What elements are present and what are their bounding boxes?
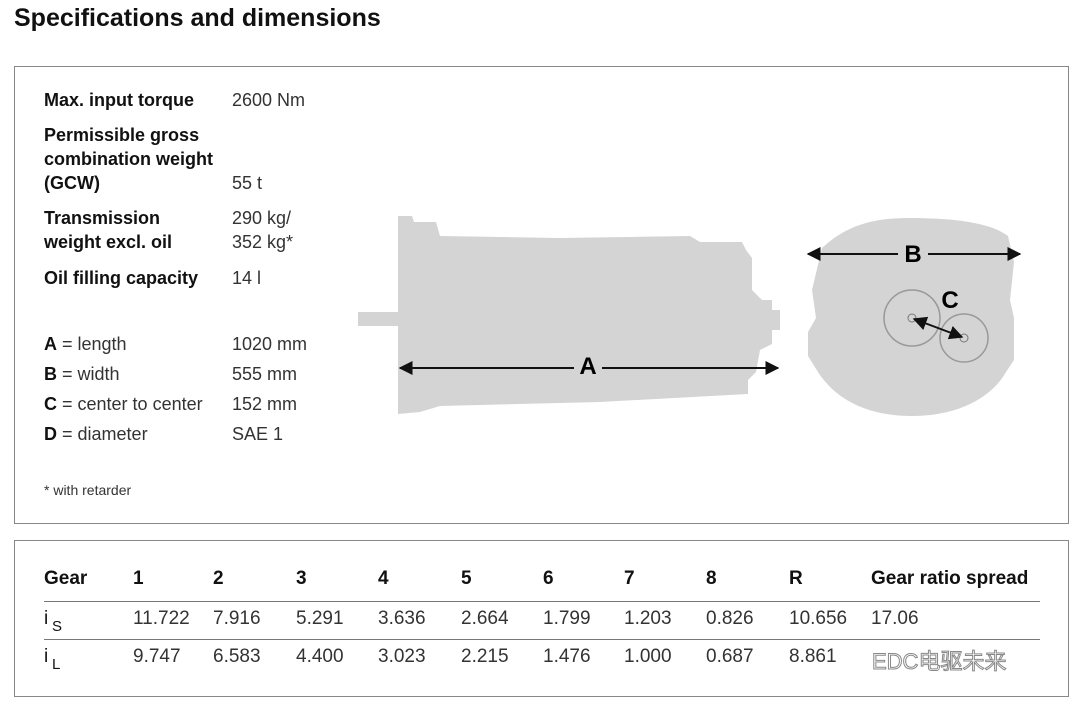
table-cell: 8.861 (789, 646, 837, 667)
width-label: B (904, 241, 921, 268)
row-symbol: i (44, 608, 49, 629)
dimension-text: = center to center (62, 394, 203, 414)
table-cell: 1.000 (624, 646, 672, 667)
table-cell: 9.747 (133, 646, 181, 667)
table-cell: 7.916 (213, 608, 261, 629)
spec-value: 352 kg* (232, 232, 294, 252)
table-cell: 2.664 (461, 608, 509, 629)
spec-label: weight excl. oil (44, 232, 173, 252)
row-symbol: i (44, 646, 49, 667)
table-header: 6 (543, 568, 554, 589)
table-header: 5 (461, 568, 472, 589)
row-subscript: L (52, 656, 61, 673)
table-header: R (789, 568, 803, 589)
spec-label: Max. input torque (44, 90, 194, 110)
spec-value: 2600 Nm (232, 90, 306, 110)
dimension-value: 555 mm (232, 364, 298, 384)
dimension-text: = diameter (62, 424, 148, 444)
dimension-value: SAE 1 (232, 424, 284, 444)
table-rule (44, 601, 1040, 602)
dimension-label: C = center to center (44, 392, 203, 416)
table-rule (44, 639, 1040, 640)
table-header: 4 (378, 568, 389, 589)
table-header: 1 (133, 568, 144, 589)
table-cell: 17.06 (871, 608, 919, 629)
length-label: A (579, 353, 596, 380)
dimension-label: D = diameter (44, 422, 148, 446)
table-header: Gear (44, 568, 88, 589)
table-cell: 0.826 (706, 608, 754, 629)
table-cell: 1.203 (624, 608, 672, 629)
side-view (358, 216, 780, 414)
table-header: 2 (213, 568, 224, 589)
table-cell: 5.291 (296, 608, 344, 629)
table-cell: 11.722 (133, 608, 190, 629)
table-header: Gear ratio spread (871, 568, 1029, 589)
spec-value: 55 t (232, 173, 263, 193)
spec-value: 14 l (232, 268, 262, 288)
dimension-value: 1020 mm (232, 334, 308, 354)
spec-label: Transmission (44, 208, 161, 228)
center-label: C (941, 287, 958, 314)
dimension-letter: C (44, 394, 57, 414)
table-cell: 2.215 (461, 646, 509, 667)
table-cell: 0.687 (706, 646, 754, 667)
table-cell: 4.400 (296, 646, 344, 667)
dimension-text: = length (62, 334, 127, 354)
table-cell: 1.476 (543, 646, 591, 667)
spec-label: Permissible gross (44, 125, 200, 145)
dimension-text: = width (62, 364, 120, 384)
table-box (14, 540, 1069, 697)
dimension-value: 152 mm (232, 394, 298, 414)
table-cell: 6.583 (213, 646, 261, 667)
spec-box (14, 66, 1069, 524)
dimension-letter: D (44, 424, 57, 444)
table-cell: 1.799 (543, 608, 591, 629)
table-cell: 3.636 (378, 608, 426, 629)
spec-label: (GCW) (44, 173, 100, 193)
page-title: Specifications and dimensions (14, 4, 381, 32)
table-cell: 3.023 (378, 646, 426, 667)
table-cell: 10.656 (789, 608, 848, 629)
table-header: 7 (624, 568, 635, 589)
dimension-letter: A (44, 334, 57, 354)
table-header: 3 (296, 568, 307, 589)
spec-label: combination weight (44, 149, 213, 169)
end-view (808, 218, 1014, 416)
footnote: * with retarder (44, 482, 132, 498)
spec-value: 290 kg/ (232, 208, 292, 228)
table-header: 8 (706, 568, 717, 589)
dimension-letter: B (44, 364, 57, 384)
row-subscript: S (52, 618, 63, 635)
watermark: EDC电驱未来 (871, 649, 1007, 675)
spec-label: Oil filling capacity (44, 268, 199, 288)
dimension-label: B = width (44, 362, 120, 386)
dimension-label: A = length (44, 332, 127, 356)
